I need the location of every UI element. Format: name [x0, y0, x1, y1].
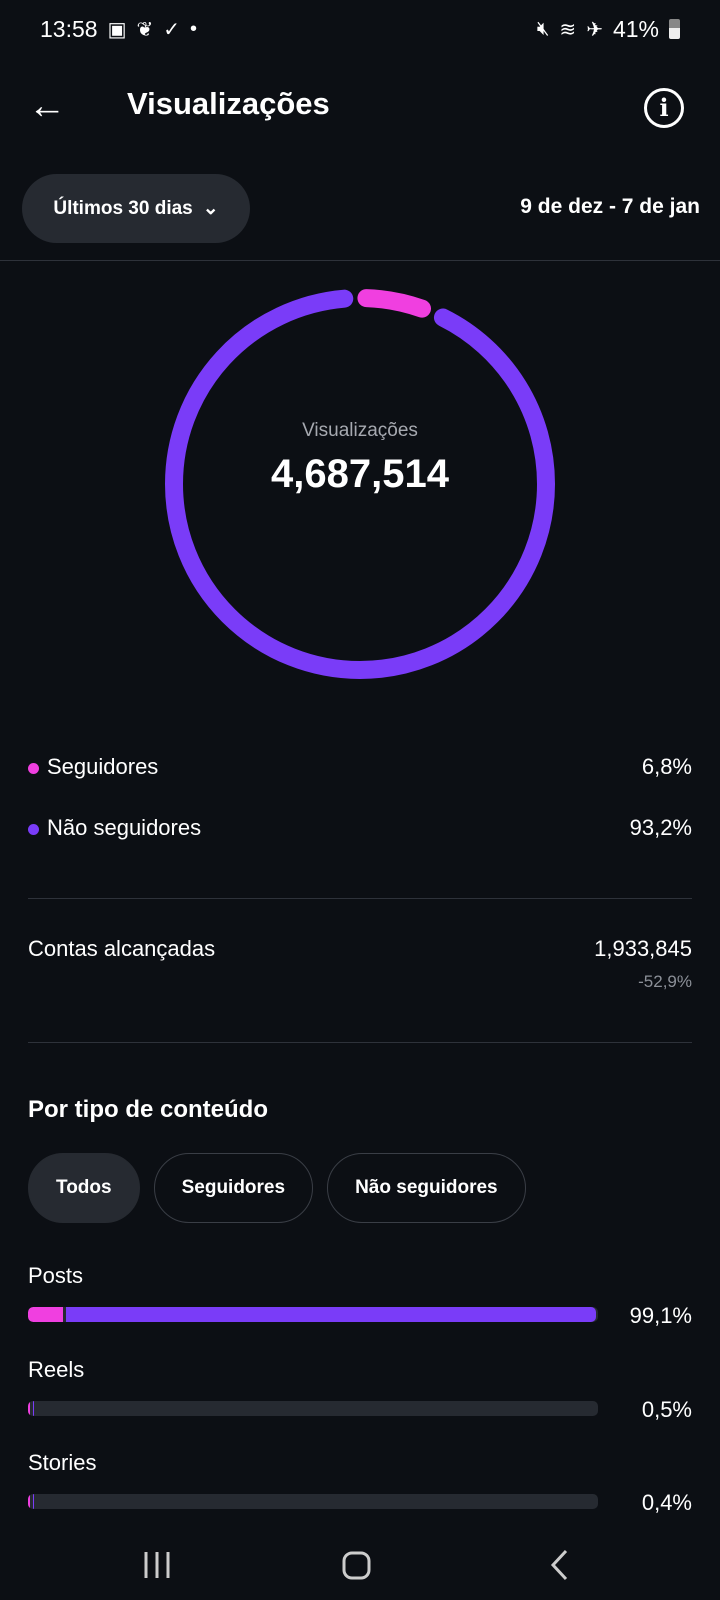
views-donut-chart: [165, 289, 555, 679]
non-followers-bar-segment: [65, 1307, 596, 1322]
leaf-icon: ❦: [136, 18, 154, 41]
content-type-bar: [28, 1494, 598, 1509]
content-type-label: Reels: [28, 1357, 85, 1382]
recent-apps-icon[interactable]: [144, 1552, 170, 1578]
navigation-bar: [144, 1549, 568, 1581]
legend-followers: Seguidores 6,8%: [28, 754, 692, 780]
content-type-label: Posts: [28, 1263, 84, 1288]
date-range-label: Últimos 30 dias: [53, 197, 193, 219]
back-arrow-icon[interactable]: ←: [28, 85, 66, 127]
followers-bar-segment: [28, 1401, 30, 1416]
info-icon[interactable]: i: [644, 88, 684, 128]
legend-non-followers: Não seguidores 93,2%: [28, 815, 692, 841]
divider: [28, 1042, 692, 1043]
content-type-percent: 0,4%: [641, 1490, 692, 1515]
reach-change-row: -52,9%: [28, 972, 692, 992]
content-type-percent: 0,5%: [641, 1397, 692, 1422]
content-type-bar: [28, 1307, 598, 1322]
donut-label: Visualizações: [302, 420, 418, 441]
clock: 13:58: [40, 15, 98, 42]
battery-icon: [669, 19, 680, 39]
total-views: 4,687,514: [271, 452, 449, 496]
divider: [28, 898, 692, 899]
chip-followers[interactable]: Seguidores: [153, 1153, 314, 1223]
battery-percent: 41%: [612, 15, 659, 42]
accounts-reached-row[interactable]: Contas alcançadas 1,933,845: [28, 936, 692, 962]
reach-value: 1,933,845: [594, 936, 692, 961]
legend-label: Seguidores: [47, 754, 159, 779]
section-title: Por tipo de conteúdo: [28, 1096, 268, 1123]
reach-label: Contas alcançadas: [28, 936, 216, 961]
gallery-icon: ▣: [107, 18, 127, 41]
reach-change: -52,9%: [638, 972, 692, 991]
chevron-down-icon: ⌄: [202, 198, 219, 219]
airplane-icon: ✈: [586, 18, 603, 41]
content-filter-chips: Todos Seguidores Não seguidores: [28, 1153, 526, 1223]
date-range-text: 9 de dez - 7 de jan: [520, 195, 700, 218]
content-type-percent: 99,1%: [629, 1303, 692, 1328]
followers-dot-icon: [28, 763, 39, 774]
donut-segment-non-followers: [165, 289, 555, 679]
non-followers-dot-icon: [28, 824, 39, 835]
chip-non-followers[interactable]: Não seguidores: [327, 1153, 526, 1223]
non-followers-bar-segment: [32, 1494, 34, 1509]
wifi-icon: ≋: [559, 18, 577, 41]
status-bar: 13:58 ▣ ❦ ✓ • 🔇︎ ≋ ✈ 41%: [40, 14, 680, 44]
date-range-dropdown[interactable]: Últimos 30 dias ⌄: [22, 174, 250, 243]
non-followers-bar-segment: [32, 1401, 34, 1416]
mute-icon: 🔇︎: [536, 17, 550, 40]
legend-value: 93,2%: [629, 815, 692, 840]
followers-bar-segment: [28, 1494, 30, 1509]
legend-value: 6,8%: [641, 754, 692, 779]
donut-segment-followers: [165, 289, 555, 679]
content-type-bar: [28, 1401, 598, 1416]
content-type-label: Stories: [28, 1450, 97, 1475]
home-icon[interactable]: [342, 1551, 371, 1580]
followers-bar-segment: [28, 1307, 63, 1322]
chip-all[interactable]: Todos: [28, 1153, 140, 1223]
page-title: Visualizações: [127, 86, 330, 121]
notification-dot-icon: •: [190, 17, 198, 40]
system-back-icon[interactable]: [550, 1549, 568, 1581]
download-done-icon: ✓: [163, 18, 180, 41]
legend-label: Não seguidores: [47, 815, 202, 840]
divider: [0, 260, 720, 261]
